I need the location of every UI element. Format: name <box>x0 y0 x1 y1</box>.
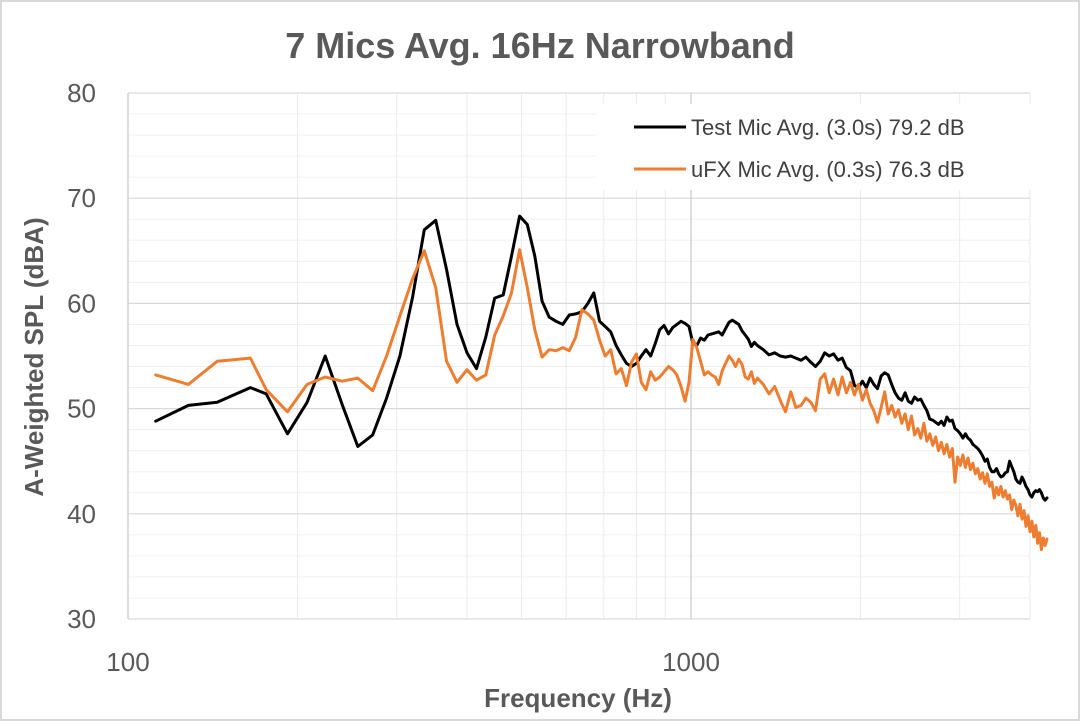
y-axis-title: A-Weighted SPL (dBA) <box>19 217 49 496</box>
x-axis-ticks: 100 1000 <box>106 647 720 677</box>
y-tick-label: 60 <box>67 288 96 318</box>
series-lines <box>154 214 1049 552</box>
series-line-0 <box>154 214 1049 502</box>
chart-title: 7 Mics Avg. 16Hz Narrowband <box>285 25 794 66</box>
legend-background <box>596 104 1032 190</box>
series-line-1 <box>154 248 1049 552</box>
x-axis-title: Frequency (Hz) <box>484 683 672 713</box>
y-tick-label: 30 <box>67 604 96 634</box>
x-tick-label: 1000 <box>662 647 720 677</box>
x-tick-label: 100 <box>106 647 149 677</box>
major-gridlines <box>127 92 1030 620</box>
legend-label-test-mic: Test Mic Avg. (3.0s) 79.2 dB <box>691 115 965 140</box>
legend: Test Mic Avg. (3.0s) 79.2 dB uFX Mic Avg… <box>596 104 1032 190</box>
y-tick-label: 70 <box>67 183 96 213</box>
y-tick-label: 50 <box>67 394 96 424</box>
y-axis-ticks: 30 40 50 60 70 80 <box>67 78 96 634</box>
y-tick-label: 80 <box>67 78 96 108</box>
minor-gridlines <box>128 93 1031 619</box>
legend-label-ufx-mic: uFX Mic Avg. (0.3s) 76.3 dB <box>691 157 965 182</box>
y-tick-label: 40 <box>67 499 96 529</box>
